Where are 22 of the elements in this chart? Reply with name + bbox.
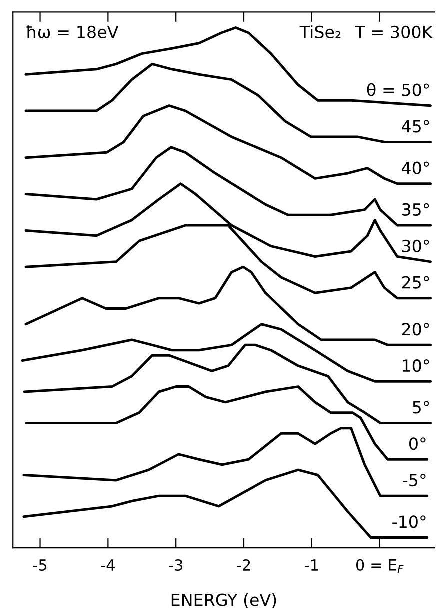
series-label: 5° xyxy=(413,401,430,414)
x-tick-label: 0 = E$_{F}$ xyxy=(356,559,404,574)
series-label: 45° xyxy=(402,120,430,133)
annotation: ħω = 18eV xyxy=(26,26,119,38)
series-label: θ = 50° xyxy=(367,83,430,96)
x-tick-label: -5 xyxy=(33,560,47,572)
series-label: 10° xyxy=(403,360,430,372)
x-axis-title: ENERGY (eV) xyxy=(172,593,276,608)
series-label: -10° xyxy=(392,516,426,528)
annotation: TiSe₂ xyxy=(300,26,341,38)
x-tick-label: -3 xyxy=(169,559,182,572)
annotation: T = 300K xyxy=(355,26,434,38)
series-label: -5° xyxy=(403,474,426,487)
series-label: 0° xyxy=(410,438,426,450)
series-label: 30° xyxy=(402,240,430,252)
x-tick-label: -2 xyxy=(237,559,250,571)
series-label: 35° xyxy=(402,203,430,216)
x-tick-label: -4 xyxy=(101,560,115,571)
series-label: 20° xyxy=(402,323,430,336)
series-label: 25° xyxy=(402,276,430,289)
series-label: 40° xyxy=(402,162,430,174)
x-tick-label: -1 xyxy=(305,560,318,571)
